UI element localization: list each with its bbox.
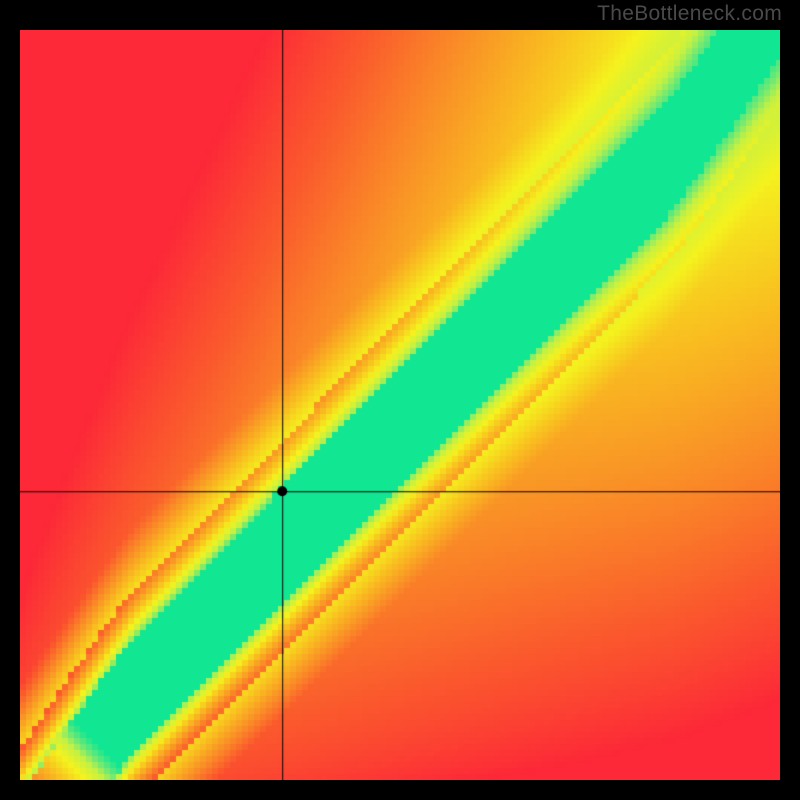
heatmap-canvas xyxy=(20,30,780,780)
plot-area xyxy=(20,30,780,780)
watermark-text: TheBottleneck.com xyxy=(597,2,782,26)
chart-container: TheBottleneck.com xyxy=(0,0,800,800)
